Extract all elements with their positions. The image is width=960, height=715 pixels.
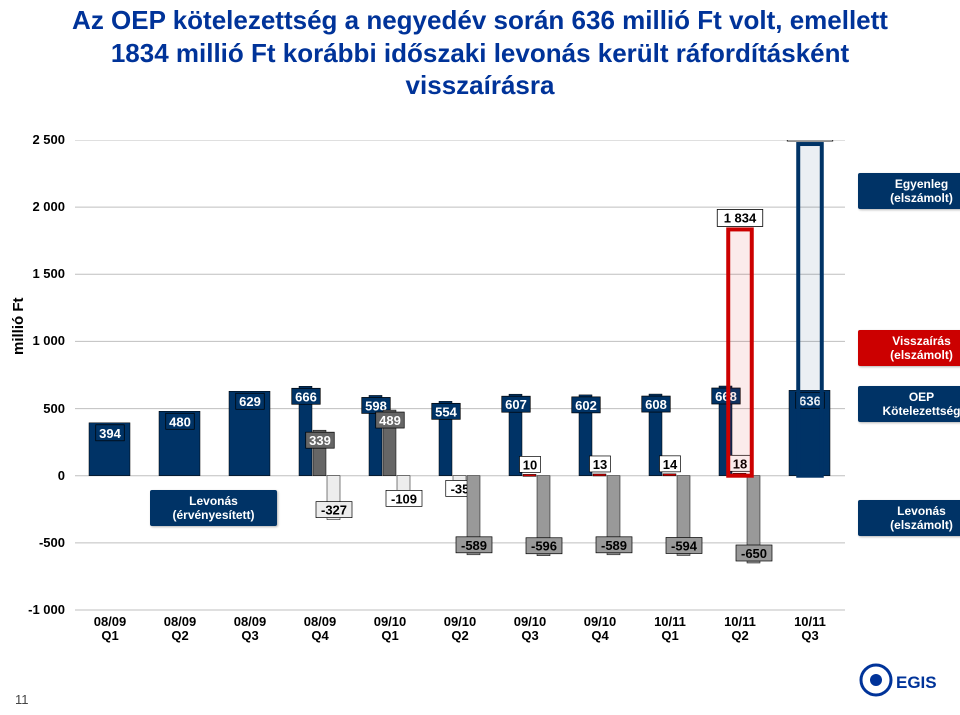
svg-text:Q3: Q3 [801,628,818,643]
bar [663,474,676,476]
svg-text:339: 339 [309,433,331,448]
bar [453,476,466,481]
svg-text:480: 480 [169,414,191,429]
svg-text:Q3: Q3 [241,628,258,643]
y-tick-label: 0 [15,468,65,483]
legend-box: Egyenleg(elszámolt) [858,173,960,209]
y-tick-label: -500 [15,535,65,550]
svg-text:-589: -589 [461,538,487,553]
bar [593,474,606,476]
svg-text:666: 666 [295,389,317,404]
svg-text:-35: -35 [451,481,470,496]
y-tick-label: 1 500 [15,266,65,281]
svg-text:608: 608 [645,397,667,412]
svg-text:08/09: 08/09 [94,614,127,629]
svg-text:08/09: 08/09 [164,614,197,629]
svg-text:08/09: 08/09 [234,614,267,629]
svg-text:Q2: Q2 [731,628,748,643]
svg-text:607: 607 [505,397,527,412]
logo: EGIS [858,660,938,705]
svg-text:10/11: 10/11 [794,614,826,629]
svg-text:-650: -650 [741,546,767,561]
svg-text:-594: -594 [671,538,698,553]
svg-text:08/09: 08/09 [304,614,337,629]
chart-svg: 394480629666339-327598489-109554-35-5896… [75,140,845,650]
svg-text:394: 394 [99,426,121,441]
svg-text:-589: -589 [601,538,627,553]
svg-text:489: 489 [379,413,401,428]
svg-text:10/11: 10/11 [724,614,756,629]
legend-box: Levonás(elszámolt) [858,500,960,536]
svg-text:Q1: Q1 [101,628,118,643]
bar [397,476,410,491]
chart-title: Az OEP kötelezettség a negyedév során 63… [70,4,890,102]
bar [523,474,536,476]
svg-text:14: 14 [663,457,678,472]
svg-text:09/10: 09/10 [584,614,617,629]
svg-text:09/10: 09/10 [374,614,407,629]
y-tick-label: 2 000 [15,199,65,214]
svg-text:10/11: 10/11 [654,614,686,629]
svg-text:629: 629 [239,394,261,409]
svg-text:09/10: 09/10 [514,614,547,629]
svg-text:Q1: Q1 [381,628,398,643]
svg-text:Q4: Q4 [591,628,609,643]
svg-text:Q2: Q2 [171,628,188,643]
y-tick-label: 500 [15,401,65,416]
y-tick-label: 1 000 [15,333,65,348]
chart: 394480629666339-327598489-109554-35-5896… [75,140,845,650]
svg-text:13: 13 [593,457,607,472]
svg-text:Q3: Q3 [521,628,538,643]
legend-box: Visszaírás(elszámolt) [858,330,960,366]
svg-text:EGIS: EGIS [896,673,937,692]
svg-text:602: 602 [575,398,597,413]
legend-box: Levonás(érvényesített) [150,490,277,526]
svg-text:09/10: 09/10 [444,614,477,629]
svg-text:-109: -109 [391,491,417,506]
page-number: 11 [15,692,29,707]
svg-text:-596: -596 [531,539,557,554]
y-tick-label: 2 500 [15,132,65,147]
legend-box: OEPKötelezettség [858,386,960,422]
y-tick-label: -1 000 [15,602,65,617]
svg-text:1 834: 1 834 [724,210,757,225]
svg-text:554: 554 [435,404,457,419]
svg-text:Q4: Q4 [311,628,329,643]
svg-text:Q1: Q1 [661,628,678,643]
svg-text:10: 10 [523,457,537,472]
svg-text:Q2: Q2 [451,628,468,643]
svg-text:-327: -327 [321,503,347,518]
